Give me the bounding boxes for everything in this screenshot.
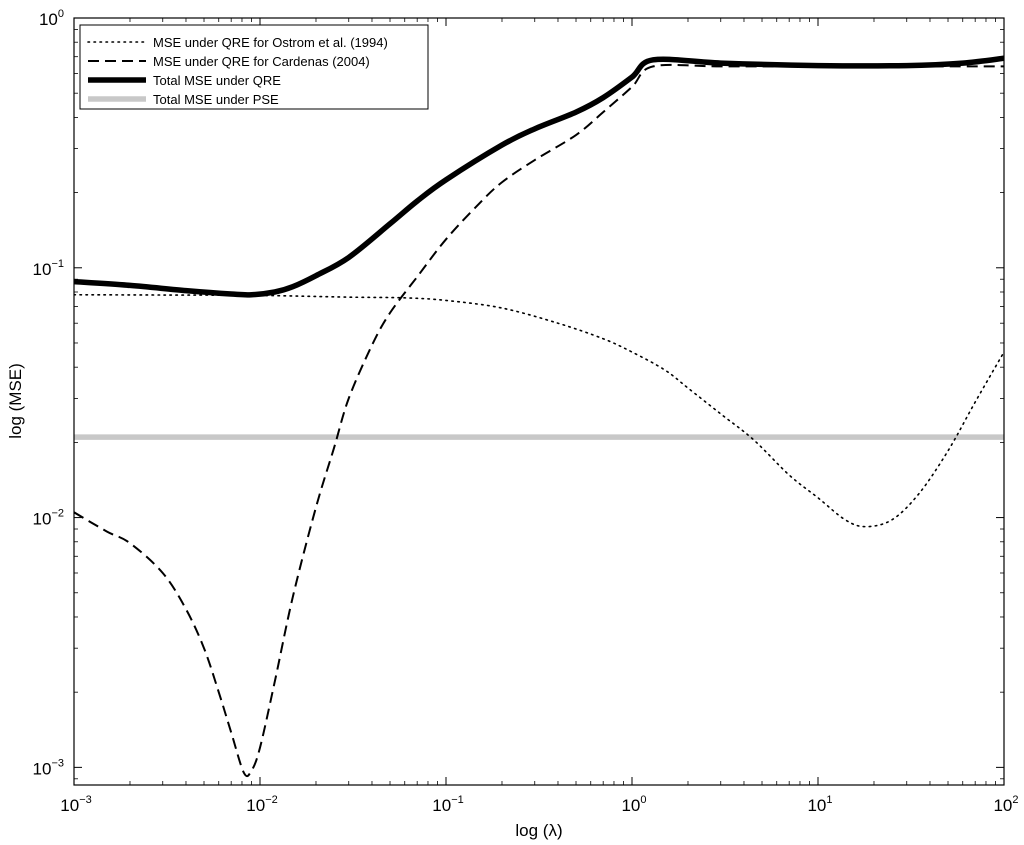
legend-box — [79, 24, 429, 110]
x-tick-label-4: 100 — [621, 794, 646, 815]
y-axis-label: log (MSE) — [6, 363, 25, 439]
plot-frame — [73, 17, 1005, 786]
x-tick-label-1: 10−3 — [60, 794, 91, 815]
legend-label-4: Total MSE under PSE — [153, 92, 279, 107]
legend-label-1: MSE under QRE for Ostrom et al. (1994) — [153, 35, 388, 50]
series-line-3 — [74, 55, 1004, 298]
x-tick-label-3: 10−1 — [432, 794, 463, 815]
x-axis-label: log (λ) — [515, 821, 562, 840]
legend-items: MSE under QRE for Ostrom et al. (1994) MS… — [87, 35, 388, 107]
legend-label-3: Total MSE under QRE — [153, 73, 281, 88]
y-tick-label-4: 100 — [39, 8, 64, 29]
x-tick-label-2: 10−2 — [246, 794, 277, 815]
legend: MSE under QRE for Ostrom et al. (1994) MS… — [79, 24, 429, 110]
y-tick-label-1: 10−3 — [33, 757, 64, 778]
series-line-2 — [74, 63, 1004, 778]
series-layer — [74, 55, 1004, 778]
y-tick-label-3: 10−1 — [33, 258, 64, 279]
legend-label-2: MSE under QRE for Cardenas (2004) — [153, 54, 370, 69]
ticks-layer: 10−3 10−2 10−1 100 101 102 10−3 10−2 10−1 100 — [33, 8, 1019, 815]
series-line-1 — [74, 293, 1004, 528]
x-tick-label-5: 101 — [807, 794, 832, 815]
y-tick-label-2: 10−2 — [33, 508, 64, 529]
x-tick-label-6: 102 — [993, 794, 1018, 815]
